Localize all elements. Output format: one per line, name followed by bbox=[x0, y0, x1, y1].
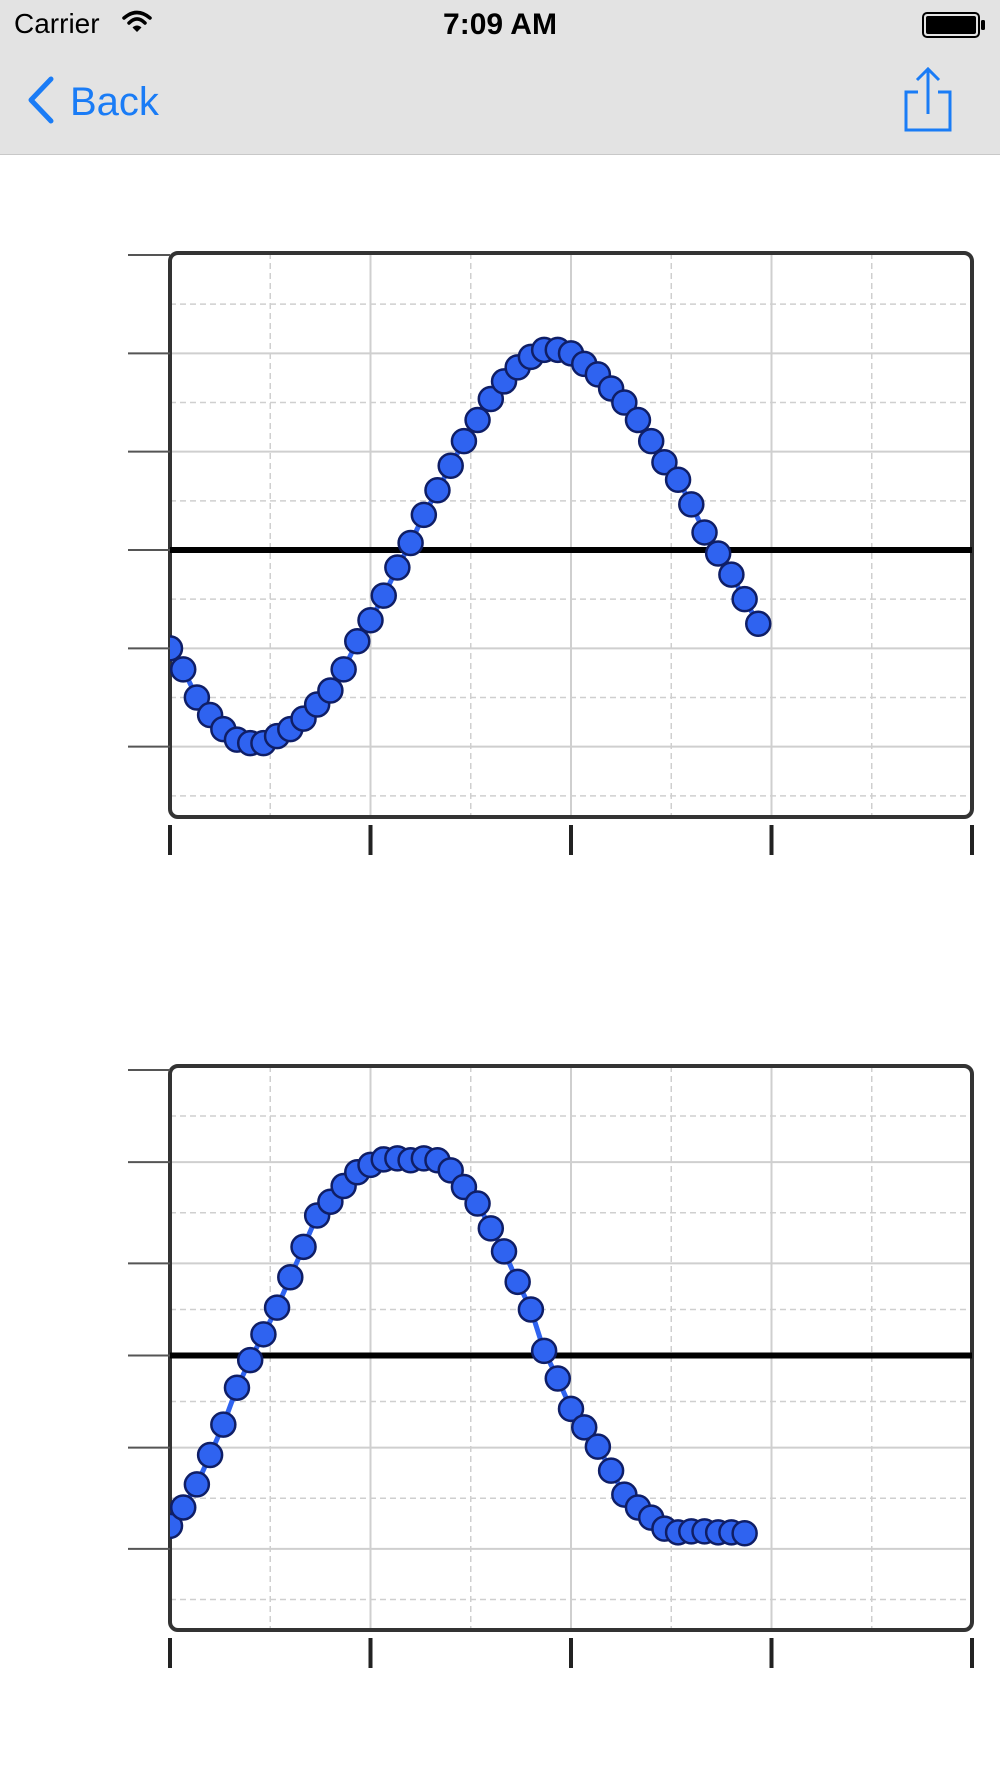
data-point bbox=[557, 1395, 585, 1423]
data-point bbox=[170, 635, 184, 662]
data-point bbox=[170, 656, 197, 683]
data-point bbox=[490, 1238, 518, 1265]
data-point bbox=[330, 656, 357, 683]
data-point bbox=[236, 1346, 264, 1374]
data-point bbox=[357, 606, 384, 634]
data-point bbox=[170, 1494, 197, 1521]
chevron-left-icon bbox=[26, 75, 56, 130]
data-point bbox=[731, 585, 758, 613]
data-point bbox=[637, 427, 665, 455]
data-point bbox=[317, 677, 344, 704]
data-point bbox=[450, 427, 478, 455]
data-point bbox=[664, 466, 692, 494]
data-point bbox=[277, 1263, 304, 1291]
data-point bbox=[704, 540, 732, 567]
data-point bbox=[651, 448, 678, 476]
carrier-label: Carrier bbox=[14, 8, 100, 39]
data-series bbox=[170, 336, 772, 757]
data-point bbox=[530, 1337, 558, 1365]
data-point bbox=[611, 389, 638, 416]
data-point bbox=[624, 406, 652, 434]
data-point bbox=[250, 1321, 277, 1348]
data-series bbox=[170, 1145, 758, 1547]
data-point bbox=[597, 1457, 625, 1484]
data-point bbox=[544, 1365, 572, 1392]
data-point bbox=[504, 1268, 531, 1296]
data-point bbox=[183, 684, 211, 711]
data-point bbox=[691, 519, 718, 546]
data-point bbox=[196, 1441, 224, 1469]
battery-icon bbox=[922, 12, 986, 43]
data-point bbox=[477, 1215, 505, 1242]
plot-frame bbox=[168, 251, 974, 819]
data-point bbox=[477, 385, 505, 413]
data-point bbox=[517, 1296, 545, 1323]
plot-frame bbox=[168, 1064, 974, 1632]
data-point bbox=[397, 529, 424, 557]
data-point bbox=[464, 1190, 491, 1217]
data-point bbox=[718, 561, 745, 588]
back-button[interactable]: Back bbox=[26, 72, 159, 132]
data-point bbox=[183, 1471, 211, 1498]
velocity-chart bbox=[128, 1064, 974, 1668]
data-point bbox=[290, 1233, 317, 1261]
series-line bbox=[170, 1155, 745, 1536]
data-point bbox=[570, 1414, 598, 1441]
data-point bbox=[745, 610, 772, 637]
data-point bbox=[223, 1374, 251, 1401]
data-point bbox=[584, 1433, 612, 1460]
status-bar: Carrier 7:09 AM bbox=[0, 0, 1000, 50]
data-point bbox=[370, 582, 397, 609]
share-icon bbox=[898, 66, 958, 146]
data-point bbox=[210, 1411, 237, 1438]
data-point bbox=[437, 452, 464, 479]
displacement-chart bbox=[128, 251, 974, 855]
wifi-icon bbox=[122, 10, 152, 39]
data-point bbox=[464, 406, 491, 434]
share-button[interactable] bbox=[898, 62, 958, 147]
back-label: Back bbox=[70, 79, 159, 124]
data-point bbox=[344, 628, 371, 655]
status-time: 7:09 AM bbox=[443, 8, 557, 41]
navigation-bar: Back bbox=[0, 50, 1000, 155]
data-point bbox=[424, 477, 451, 504]
data-point bbox=[384, 554, 411, 581]
data-point bbox=[263, 1294, 291, 1321]
series-line bbox=[170, 347, 761, 746]
data-point bbox=[678, 491, 705, 518]
data-point bbox=[410, 501, 438, 529]
data-point bbox=[731, 1519, 758, 1547]
